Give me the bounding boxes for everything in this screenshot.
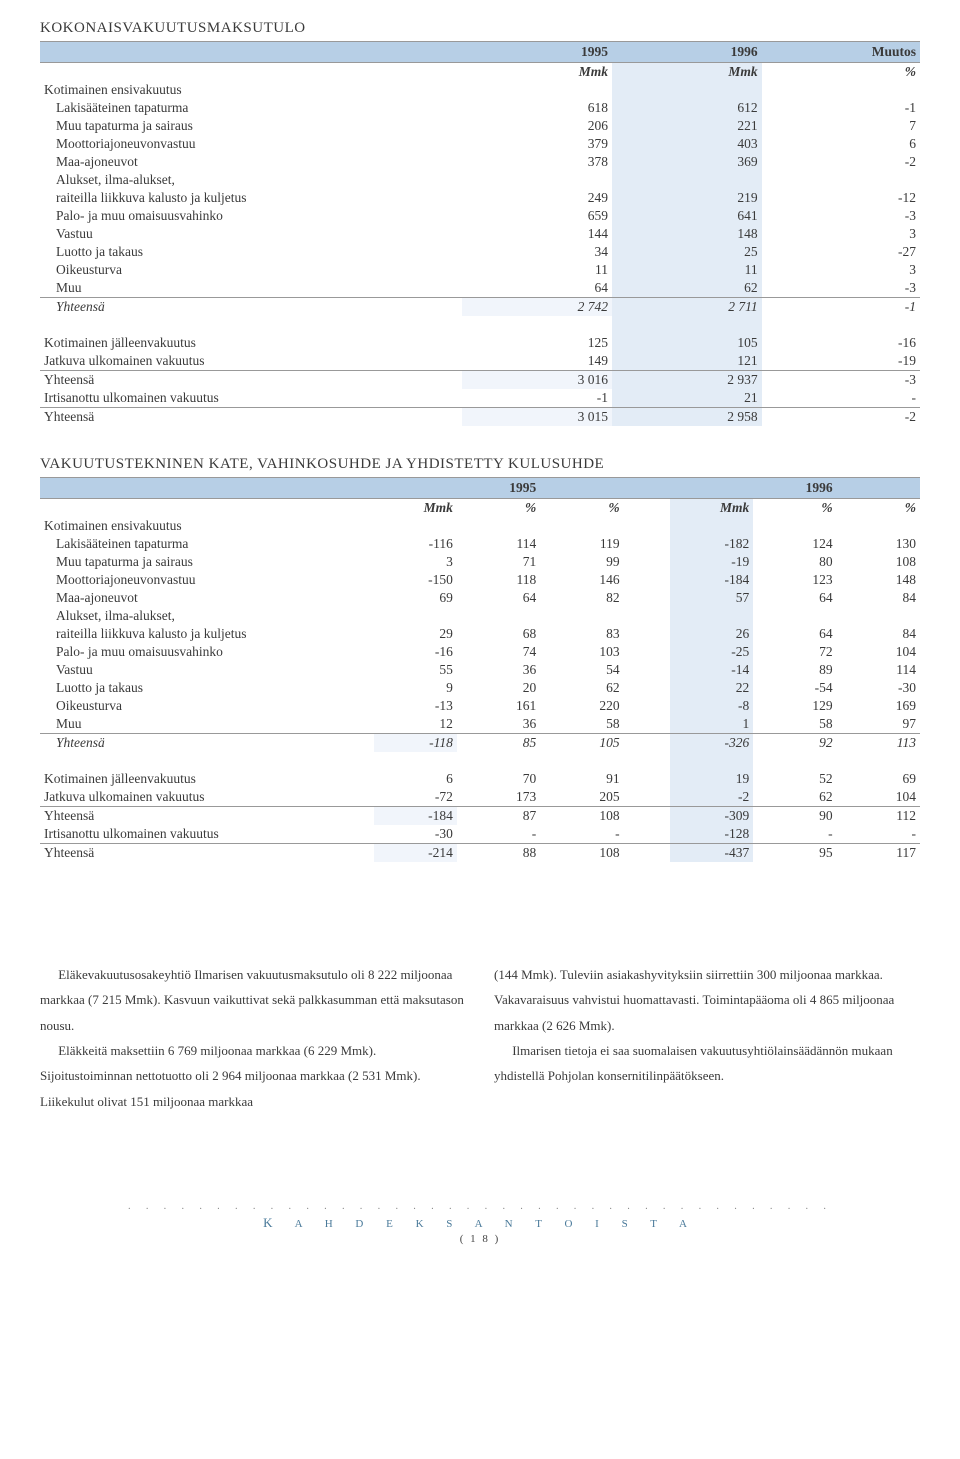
table2-header: 1995 1996 — [40, 478, 920, 499]
table1: 1995 1996 Muutos Mmk Mmk % Kotimainen en… — [40, 41, 920, 426]
table2-subheader: Mmk % % Mmk % % — [40, 499, 920, 518]
table-row: Kotimainen jälleenvakuutus67091195269 — [40, 770, 920, 788]
table1-subheader: Mmk Mmk % — [40, 63, 920, 82]
body-left-p2: Eläkkeitä maksettiin 6 769 miljoonaa mar… — [40, 1038, 466, 1114]
page-footer: · · · · · · · · · · · · · · · · · · · · … — [40, 1204, 920, 1245]
table-row: Maa-ajoneuvot696482576484 — [40, 589, 920, 607]
body-right-p1: (144 Mmk). Tuleviin asiakashyvityksiin s… — [494, 962, 920, 1038]
table1-alukset: Alukset, ilma-alukset, — [40, 171, 920, 189]
footer-page: ( 1 8 ) — [40, 1233, 920, 1245]
table-row: Lakisääteinen tapaturma-116114119-182124… — [40, 535, 920, 553]
table1-title: KOKONAISVAKUUTUSMAKSUTULO — [40, 20, 920, 37]
table-row: Muu6462-3 — [40, 279, 920, 298]
table-row: Oikeusturva-13161220-8129169 — [40, 697, 920, 715]
table1-section: Kotimainen ensivakuutus — [40, 81, 920, 99]
table2-irtisanottu: Irtisanottu ulkomainen vakuutus -30 - - … — [40, 825, 920, 844]
body-text: Eläkevakuutusosakeyhtiö Ilmarisen vakuut… — [40, 962, 920, 1114]
table-row: Muu tapaturma ja sairaus37199-1980108 — [40, 553, 920, 571]
table2-title: VAKUUTUSTEKNINEN KATE, VAHINKOSUHDE JA Y… — [40, 456, 920, 473]
table-row: Luotto ja takaus3425-27 — [40, 243, 920, 261]
table-row: Palo- ja muu omaisuusvahinko659641-3 — [40, 207, 920, 225]
table1-yhteensa1: Yhteensä 2 742 2 711 -1 — [40, 298, 920, 317]
table-row: raiteilla liikkuva kalusto ja kuljetus29… — [40, 625, 920, 643]
table-row: Jatkuva ulkomainen vakuutus149121-19 — [40, 352, 920, 371]
table-row: Jatkuva ulkomainen vakuutus-72173205-262… — [40, 788, 920, 807]
table-row: Maa-ajoneuvot378369-2 — [40, 153, 920, 171]
footer-word: K A H D E K S A N T O I S T A — [40, 1215, 920, 1231]
table-row: Kotimainen jälleenvakuutus125105-16 — [40, 334, 920, 352]
table2-yhteensa1: Yhteensä -118 85 105 -326 92 113 — [40, 734, 920, 753]
spacer — [40, 316, 920, 334]
footer-dots: · · · · · · · · · · · · · · · · · · · · … — [40, 1204, 920, 1215]
table1-yhteensa3: Yhteensä 3 015 2 958 -2 — [40, 408, 920, 427]
table-row: Muu tapaturma ja sairaus2062217 — [40, 117, 920, 135]
spacer — [40, 752, 920, 770]
table-row: raiteilla liikkuva kalusto ja kuljetus24… — [40, 189, 920, 207]
table-row: Moottoriajoneuvonvastuu3794036 — [40, 135, 920, 153]
table-row: Palo- ja muu omaisuusvahinko-1674103-257… — [40, 643, 920, 661]
table-row: Moottoriajoneuvonvastuu-150118146-184123… — [40, 571, 920, 589]
body-left-p1: Eläkevakuutusosakeyhtiö Ilmarisen vakuut… — [40, 962, 466, 1038]
table1-irtisanottu: Irtisanottu ulkomainen vakuutus -1 21 - — [40, 389, 920, 408]
table2-alukset: Alukset, ilma-alukset, — [40, 607, 920, 625]
table-row: Oikeusturva11113 — [40, 261, 920, 279]
table2-yhteensa2: Yhteensä -184 87 108 -309 90 112 — [40, 807, 920, 826]
table2-yhteensa3: Yhteensä -214 88 108 -437 95 117 — [40, 844, 920, 863]
table1-header: 1995 1996 Muutos — [40, 42, 920, 63]
body-right-p2: Ilmarisen tietoja ei saa suomalaisen vak… — [494, 1038, 920, 1089]
table-row: Lakisääteinen tapaturma618612-1 — [40, 99, 920, 117]
table1-yhteensa2: Yhteensä 3 016 2 937 -3 — [40, 371, 920, 390]
table2: 1995 1996 Mmk % % Mmk % % Kotimainen ens… — [40, 477, 920, 862]
table-row: Vastuu553654-1489114 — [40, 661, 920, 679]
table-row: Vastuu1441483 — [40, 225, 920, 243]
table2-section: Kotimainen ensivakuutus — [40, 517, 920, 535]
table-row: Luotto ja takaus9206222-54-30 — [40, 679, 920, 697]
table-row: Muu12365815897 — [40, 715, 920, 734]
